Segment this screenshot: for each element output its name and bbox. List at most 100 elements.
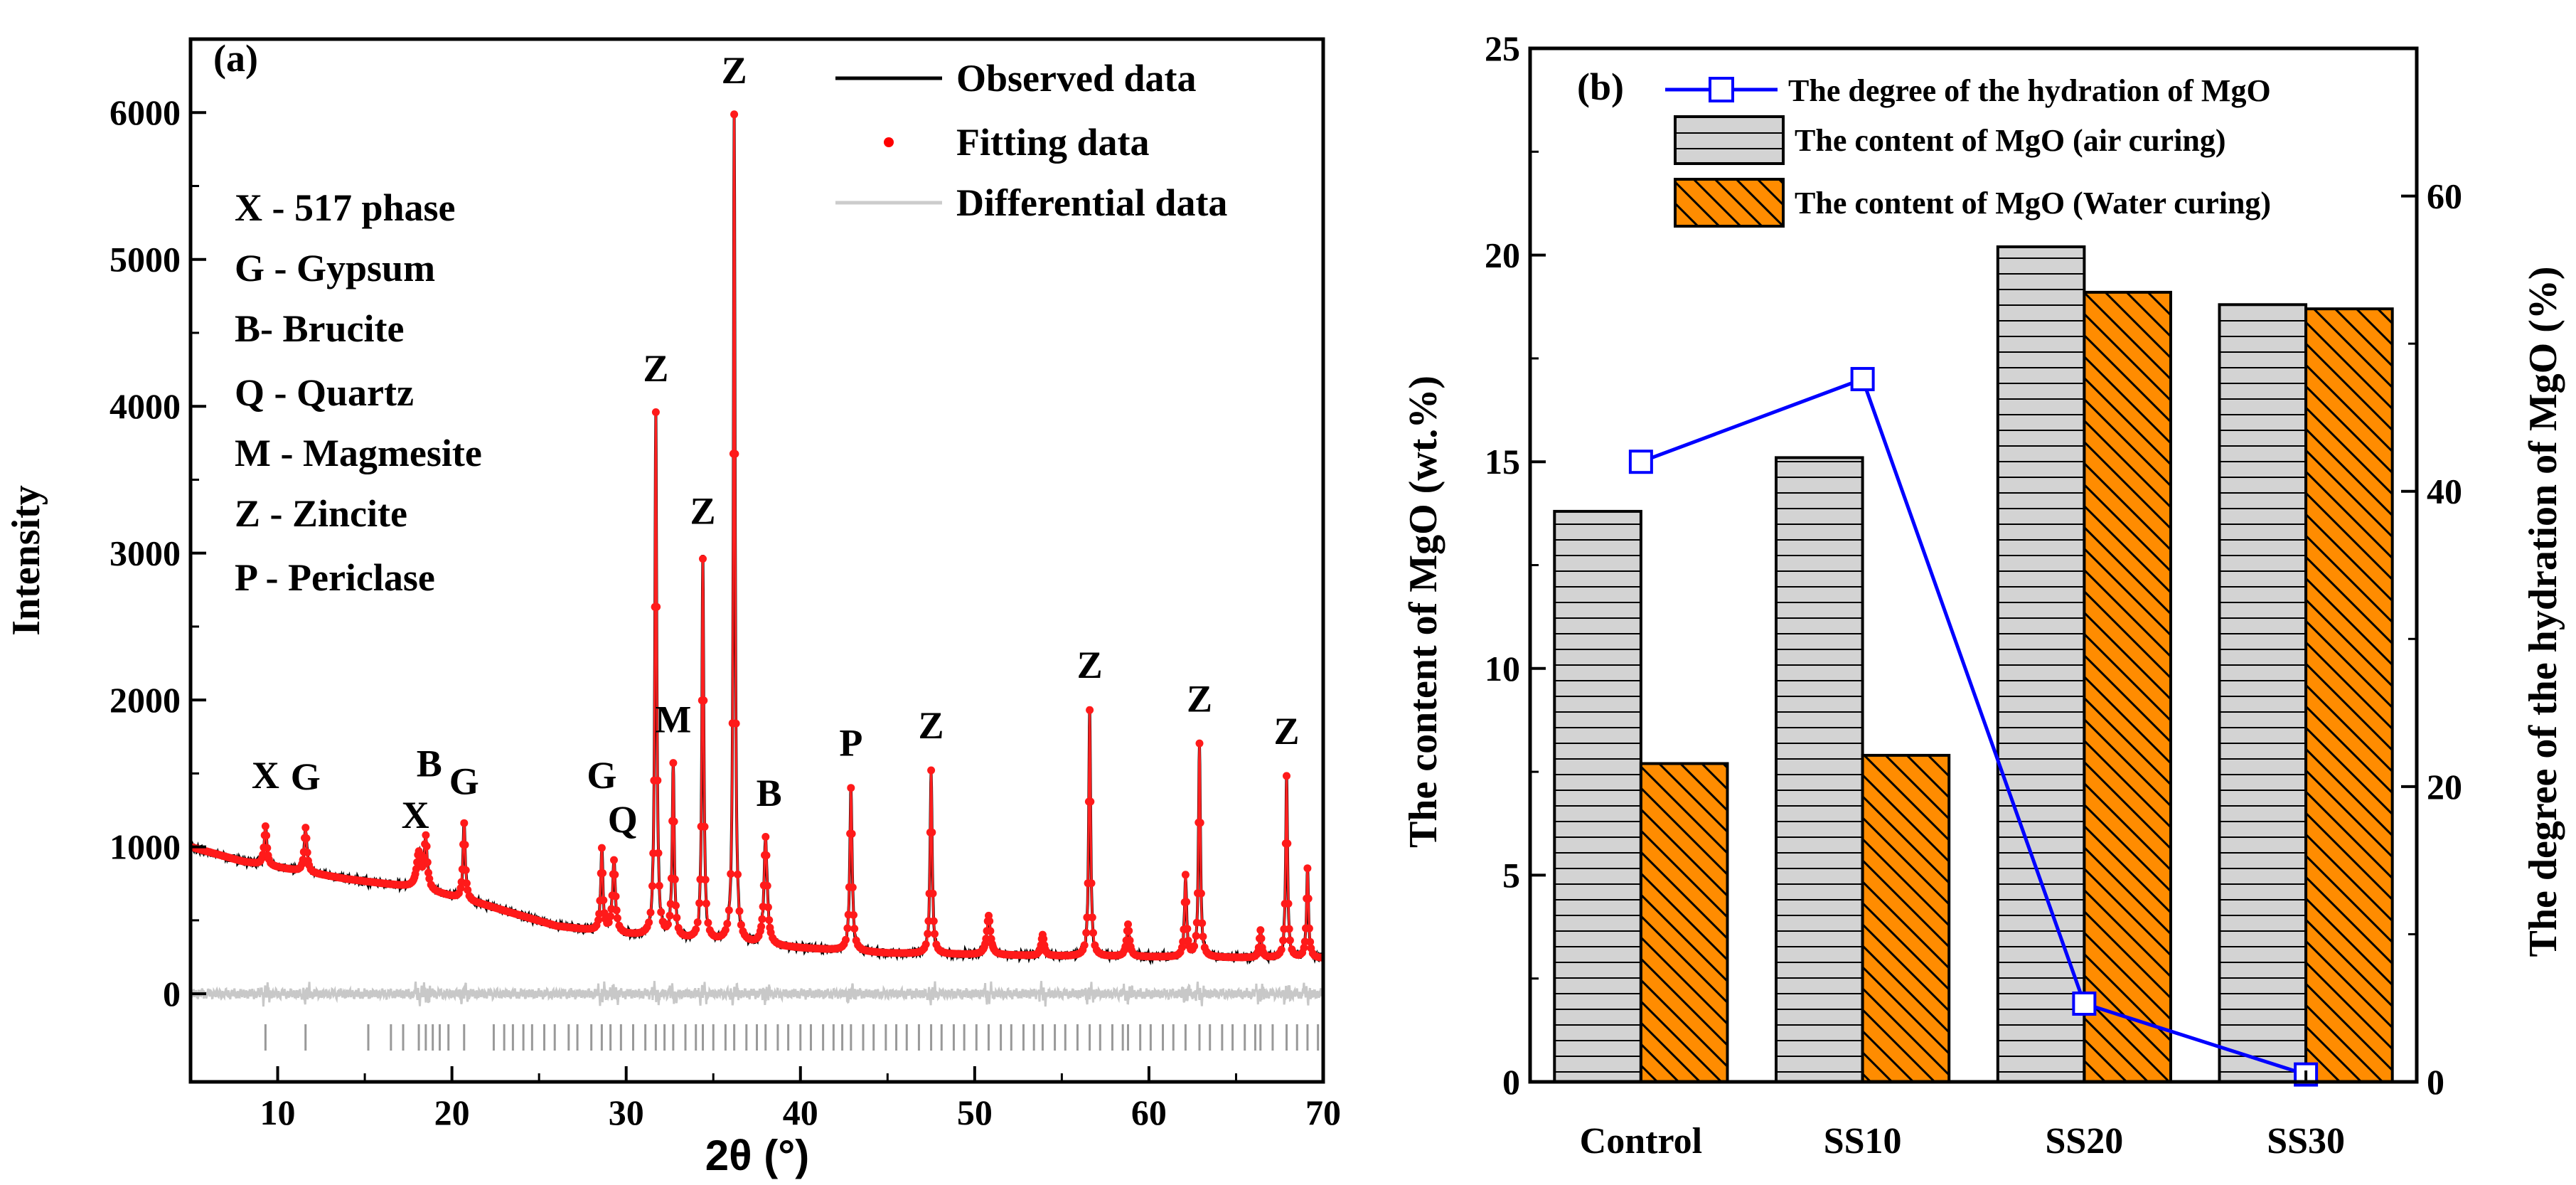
fitting-data-point — [927, 766, 936, 775]
peak-label: Z — [722, 49, 747, 92]
fitting-data-point — [1040, 935, 1048, 943]
right-y-tick-label: 0 — [2427, 1062, 2444, 1102]
fitting-data-point — [725, 906, 733, 915]
fitting-data-point — [1195, 739, 1204, 748]
bar-air-curing — [1775, 456, 1864, 1083]
x-tick-label: 40 — [783, 1093, 818, 1132]
y-tick-label: 2000 — [109, 680, 181, 720]
fitting-data-point — [1196, 819, 1204, 827]
fitting-data-point — [423, 858, 432, 866]
fitting-data-point — [456, 884, 465, 893]
fitting-data-point — [611, 871, 619, 879]
hydration-degree-marker — [2072, 991, 2097, 1016]
fitting-data-point — [692, 925, 700, 934]
hydration-degree-marker — [1850, 366, 1875, 391]
fitting-data-point — [1283, 772, 1290, 780]
fitting-data-point — [653, 602, 661, 611]
fitting-data-point — [1285, 925, 1293, 933]
left-y-tick-label: 20 — [1485, 235, 1520, 275]
legend-differential-label: Differential data — [956, 181, 1227, 224]
fitting-data-point — [850, 910, 857, 919]
fitting-data-point — [302, 834, 311, 842]
phase-key-m: M - Magmesite — [235, 432, 482, 474]
panel-a-frame — [188, 37, 1325, 1084]
fitting-data-point — [764, 903, 772, 911]
y-tick-label: 4000 — [109, 386, 181, 426]
y-tick-label: 5000 — [109, 240, 181, 280]
fitting-data-point — [1284, 900, 1293, 908]
fitting-data-point — [604, 918, 613, 927]
fitting-data-point — [1183, 925, 1192, 933]
fitting-data-point — [664, 920, 672, 928]
category-label: SS20 — [2045, 1121, 2123, 1162]
fitting-data-point — [723, 920, 732, 928]
fitting-data-point — [653, 776, 662, 785]
bar-air-curing — [2218, 303, 2308, 1083]
left-y-tick-label: 0 — [1502, 1062, 1520, 1102]
fitting-data-point — [1181, 871, 1190, 879]
fitting-data-point — [695, 899, 704, 908]
fitting-data-point — [261, 822, 269, 831]
peak-label: B — [417, 743, 442, 785]
y-tick-label: 3000 — [109, 533, 181, 573]
fitting-data-point — [263, 844, 272, 852]
fitting-data-point — [1086, 797, 1095, 806]
phase-key-b: B- Brucite — [235, 307, 404, 350]
fitting-data-point — [1304, 894, 1313, 903]
fitting-data-point — [1256, 926, 1265, 935]
peak-label: Z — [1077, 644, 1103, 686]
hydration-degree-line — [1640, 376, 2307, 1076]
left-y-tick-label: 10 — [1485, 649, 1520, 689]
fitting-data-point — [646, 908, 655, 917]
panel-a-label: (a) — [213, 37, 258, 80]
fitting-data-point — [600, 909, 609, 918]
category-label: SS10 — [1824, 1121, 1902, 1162]
fitting-data-point — [460, 819, 469, 827]
bar-water-curing — [2304, 307, 2394, 1084]
x-tick-label: 20 — [434, 1093, 470, 1132]
peak-label: M — [655, 698, 691, 741]
fitting-data-point — [1286, 936, 1294, 945]
peak-label: Q — [608, 798, 638, 841]
fitting-data-point — [721, 925, 729, 934]
peak-label: G — [587, 754, 616, 797]
fitting-data-point — [1124, 920, 1132, 928]
left-y-tick-label: 15 — [1485, 442, 1520, 482]
fitting-data-point — [651, 408, 660, 416]
fitting-data-point — [655, 881, 663, 890]
bar-water-curing — [1861, 753, 1951, 1084]
fitting-data-point — [842, 935, 850, 944]
left-y-tick-label: 25 — [1485, 28, 1520, 68]
fitting-data-point — [848, 883, 857, 892]
fitting-data-point — [731, 450, 739, 458]
fitting-data-point — [1257, 934, 1266, 942]
fitting-data-point — [610, 856, 618, 864]
bar-air-curing — [1553, 509, 1642, 1083]
legend-fitting-swatch — [884, 137, 894, 147]
legend-air-label: The content of MgO (air curing) — [1795, 123, 2226, 158]
fitting-data-point — [1277, 945, 1286, 954]
phase-key-z: Z - Zincite — [235, 492, 407, 535]
fitting-data-point — [606, 912, 615, 920]
fitting-data-point — [758, 915, 766, 923]
fitting-data-point — [848, 829, 856, 838]
bar-air-curing — [1996, 245, 2086, 1083]
fitting-data-point — [262, 831, 271, 840]
fitting-data-point — [1198, 919, 1207, 928]
panel-b-ylabel-left: The content of MgO (wt.%) — [1401, 376, 1445, 848]
legend-water-label: The content of MgO (Water curing) — [1795, 186, 2271, 220]
fitting-data-point — [732, 719, 740, 728]
fitting-data-point — [700, 696, 708, 705]
right-y-tick-label: 60 — [2427, 176, 2462, 216]
fitting-data-point — [424, 868, 432, 877]
fitting-data-point — [921, 940, 930, 949]
panel-b-mgo-chart: 0 5 10 15 20 25 0 20 40 60 Control SS10 SS20 SS30 (b)… — [1401, 28, 2565, 1162]
panel-b-ylabel-right: The degree of the hydration of MgO (%) — [2521, 266, 2565, 957]
x-tick-label: 70 — [1305, 1093, 1341, 1132]
fitting-data-point — [464, 886, 472, 894]
fitting-data-point — [657, 908, 666, 916]
fitting-data-point — [1197, 889, 1205, 898]
x-tick-label: 30 — [609, 1093, 644, 1132]
phase-key-x: X - 517 phase — [235, 186, 456, 229]
